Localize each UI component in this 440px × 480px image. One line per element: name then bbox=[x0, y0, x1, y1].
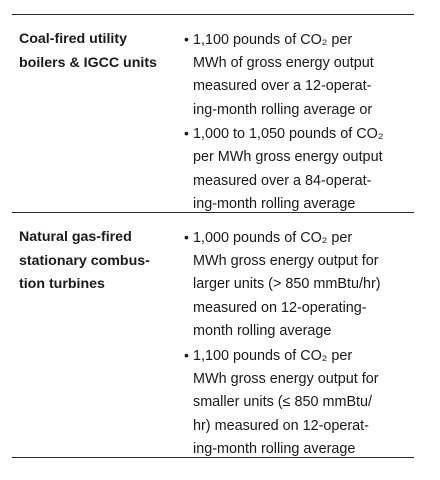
bullet-item: • 1,000 pounds of CO₂ per MWh gross energ… bbox=[184, 226, 414, 344]
bullet-text-line: 1,100 pounds of CO₂ per bbox=[193, 32, 353, 48]
row-label-coal: Coal-fired utility boilers & IGCC units bbox=[19, 28, 169, 75]
label-line: stationary combus- bbox=[19, 252, 150, 269]
bullet-text-line: 1,000 to 1,050 pounds of CO₂ bbox=[193, 126, 384, 143]
standards-table: Coal-fired utility boilers & IGCC units … bbox=[12, 14, 414, 458]
bullet-text-line: larger units (> 850 mmBtu/hr) bbox=[193, 276, 381, 293]
bullet-item: • 1,100 pounds of CO₂ per MWh gross energ… bbox=[184, 344, 414, 462]
bullet-list-gas: • 1,000 pounds of CO₂ per MWh gross energ… bbox=[184, 226, 414, 462]
bullet-text-line: MWh gross energy output for bbox=[193, 252, 379, 269]
bullet-text-line: ing-month rolling average bbox=[193, 196, 356, 213]
bullet-text-line: smaller units (≤ 850 mmBtu/ bbox=[193, 394, 373, 411]
label-line: Natural gas-fired bbox=[19, 229, 132, 245]
bullet-text-line: ing-month rolling average or bbox=[193, 101, 373, 118]
bullet-item: • 1,000 to 1,050 pounds of CO₂ per MWh gr… bbox=[184, 122, 414, 216]
bullet-text-line: MWh of gross energy output bbox=[193, 54, 374, 71]
bullet-text-line: hr) measured on 12-operat- bbox=[193, 417, 369, 434]
bullet-text-line: per MWh gross energy output bbox=[193, 148, 383, 165]
bullet-text-line: month rolling average bbox=[193, 323, 332, 340]
label-line: tion turbines bbox=[19, 276, 105, 293]
bottom-rule bbox=[12, 457, 414, 458]
bullet-text-line: ing-month rolling average bbox=[193, 441, 356, 458]
bullet-item: • 1,100 pounds of CO₂ per MWh of gross en… bbox=[184, 28, 414, 122]
label-line: boilers & IGCC units bbox=[19, 54, 157, 71]
row-label-gas: Natural gas-fired stationary combus- tio… bbox=[19, 226, 169, 297]
bullet-marker: • bbox=[184, 125, 189, 142]
bullet-text-line: MWh gross energy output for bbox=[193, 370, 379, 387]
bullet-text-line: measured over a 12-operat- bbox=[193, 78, 372, 95]
top-rule bbox=[12, 14, 414, 15]
bullet-marker: • bbox=[184, 229, 189, 245]
bullet-text-line: 1,000 pounds of CO₂ per bbox=[193, 230, 353, 246]
middle-rule bbox=[12, 212, 414, 213]
bullet-text-line: measured on 12-operating- bbox=[193, 299, 367, 316]
bullet-marker: • bbox=[184, 346, 189, 363]
table-row-coal: Coal-fired utility boilers & IGCC units … bbox=[12, 15, 414, 212]
label-line: Coal-fired utility bbox=[19, 31, 127, 47]
table-row-gas: Natural gas-fired stationary combus- tio… bbox=[12, 213, 414, 457]
bullet-text-line: measured over a 84-operat- bbox=[193, 172, 372, 189]
bullet-text-line: 1,100 pounds of CO₂ per bbox=[193, 347, 353, 364]
bullet-list-coal: • 1,100 pounds of CO₂ per MWh of gross en… bbox=[184, 28, 414, 217]
bullet-marker: • bbox=[184, 31, 189, 47]
